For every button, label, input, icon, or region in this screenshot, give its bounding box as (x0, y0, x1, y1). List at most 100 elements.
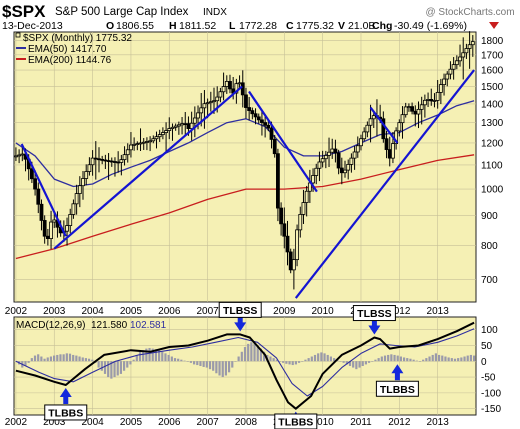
price-bar-body (442, 78, 446, 86)
price-bar (314, 163, 319, 185)
macd-histogram-bar (282, 361, 285, 363)
price-bar-body (365, 124, 370, 133)
price-bar (381, 111, 386, 143)
price-bar-body (192, 117, 197, 124)
macd-histogram-bar (332, 358, 336, 362)
price-bar (464, 43, 469, 59)
price-bar-body (97, 158, 101, 161)
macd-histogram-bar (208, 361, 212, 370)
macd-histogram-bar (393, 354, 396, 362)
macd-histogram-bar (154, 349, 158, 362)
price-bar-body (314, 167, 319, 176)
macd-histogram-bar (374, 359, 377, 362)
price-bar-body (458, 56, 462, 62)
macd-y-tick-label: -100 (481, 388, 501, 399)
symbol-title: $SPX (2, 2, 46, 21)
price-bar (42, 215, 47, 244)
callout-label: TLBSS (223, 305, 257, 317)
price-bar (282, 207, 287, 249)
price-bar-body (113, 161, 117, 163)
macd-histogram-bar (320, 352, 323, 362)
macd-y-tick-label: 0 (481, 357, 487, 368)
price-bar-body (250, 110, 255, 115)
price-bar-body (33, 178, 37, 190)
macd-x-tick-label: 2002 (5, 417, 28, 428)
price-bar-body (138, 142, 143, 145)
macd-histogram-bar (116, 361, 119, 376)
price-bar-body (330, 148, 335, 153)
price-bar-body (132, 143, 137, 146)
down-arrow-icon (368, 320, 381, 335)
callout-box (44, 404, 88, 421)
price-bar-body (320, 158, 325, 163)
price-bar-body (362, 131, 367, 140)
macd-signal-line (15, 328, 475, 397)
price-bar-body (29, 168, 34, 180)
macd-histogram-bar (453, 358, 457, 362)
price-x-tick-label: 2005 (120, 306, 143, 317)
price-bar (333, 139, 338, 163)
price-bar (451, 57, 456, 80)
price-bar-body (407, 106, 411, 109)
price-bar-body (464, 48, 469, 54)
macd-histogram-bar (157, 350, 161, 362)
macd-x-tick-label: 2008 (235, 417, 258, 428)
price-bar (336, 149, 341, 175)
trendline (369, 106, 399, 144)
price-bar (301, 189, 306, 224)
price-bar-body (170, 126, 175, 129)
macd-histogram-bar (285, 361, 288, 364)
signal-callout: TLBBS (375, 364, 419, 397)
price-x-tick-label: 2013 (427, 306, 450, 317)
macd-histogram-bar (472, 355, 476, 362)
price-bar (263, 116, 268, 138)
macd-histogram-bar (387, 354, 390, 362)
price-bar-body (167, 128, 172, 131)
price-bar-body (196, 112, 200, 119)
price-bar (368, 104, 373, 143)
callout-box (352, 305, 396, 322)
callout-label: TLBBS (380, 384, 415, 396)
signal-callout: TLBBS (274, 411, 318, 429)
price-bar (160, 127, 165, 140)
callout-box (218, 301, 262, 318)
price-bar-body (285, 235, 290, 253)
price-bar (346, 159, 351, 180)
macd-x-tick-label: 2005 (120, 417, 143, 428)
price-bar (445, 71, 450, 87)
price-bar-body (346, 164, 351, 171)
macd-histogram-bar (183, 360, 186, 362)
price-y-tick-label: 1000 (481, 185, 504, 196)
price-bar (359, 134, 363, 151)
up-arrow-icon (59, 387, 72, 404)
price-bar (148, 136, 153, 152)
price-bar (276, 148, 280, 222)
signal-callout: TLBSS (352, 305, 396, 335)
quote-date: 13-Dec-2013 (2, 20, 63, 32)
price-y-tick-label: 800 (481, 241, 498, 252)
price-bar (119, 154, 124, 176)
price-bar (260, 110, 264, 136)
price-legend-label: $SPX (Monthly) 1775.32 (23, 33, 132, 44)
price-bar-body (298, 214, 303, 231)
macd-histogram-bar (40, 356, 43, 362)
price-bar-body (176, 124, 181, 127)
price-bar-body (42, 220, 47, 237)
price-bar (189, 111, 194, 141)
price-bar-body (301, 202, 306, 215)
macd-histogram-bar (301, 361, 304, 362)
price-bar (170, 123, 175, 141)
price-bar-body (336, 152, 341, 169)
price-bar-body (224, 81, 229, 87)
macd-histogram-bar (326, 354, 329, 362)
price-bar-body (90, 157, 95, 166)
price-bar (122, 146, 127, 166)
macd-histogram-bar (167, 354, 170, 362)
signal-legend-value: 102.581 (130, 320, 167, 331)
price-bar-body (391, 143, 395, 159)
price-bar (352, 145, 357, 170)
price-bar (17, 149, 22, 164)
macd-histogram-bar (437, 354, 441, 362)
macd-line (15, 321, 475, 410)
price-bar-body (93, 157, 98, 160)
